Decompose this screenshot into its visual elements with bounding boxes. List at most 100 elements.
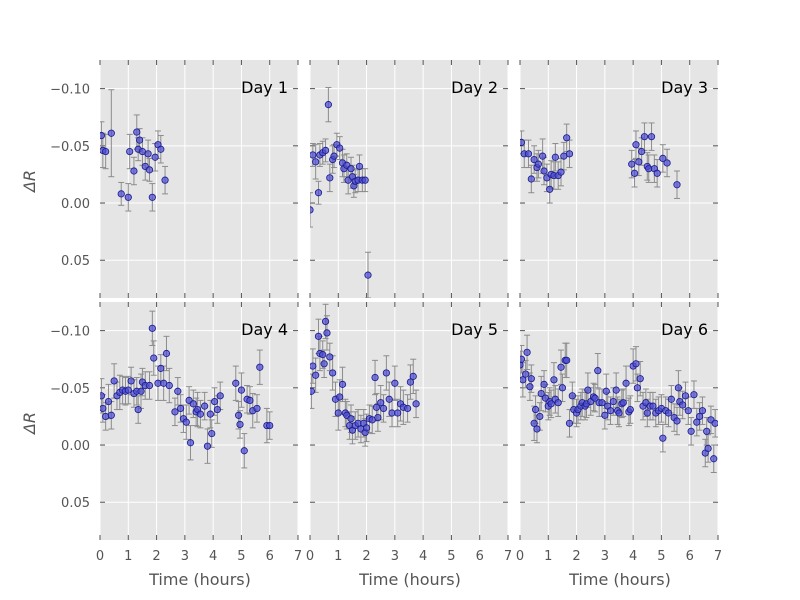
data-point — [584, 386, 592, 394]
data-point — [377, 399, 385, 407]
x-axis-label-col2: Time (hours) — [358, 570, 461, 589]
panel-background — [310, 60, 508, 298]
data-point — [110, 377, 118, 385]
data-point — [323, 329, 331, 337]
data-point — [385, 395, 393, 403]
x-tick-label: 5 — [657, 549, 665, 564]
data-point — [165, 381, 173, 390]
x-tick-label: 5 — [447, 549, 455, 564]
data-point — [703, 427, 711, 435]
data-point — [412, 400, 420, 408]
data-point — [124, 193, 132, 201]
data-point — [674, 384, 683, 392]
data-series — [100, 89, 169, 212]
data-point — [150, 354, 158, 362]
data-point — [626, 405, 634, 414]
y-tick-label: 0.05 — [61, 254, 90, 269]
data-point — [336, 393, 344, 401]
data-point — [320, 360, 328, 368]
data-point — [371, 373, 379, 382]
data-point — [632, 360, 640, 368]
data-point — [536, 412, 544, 421]
data-point — [557, 363, 565, 371]
data-point — [643, 409, 651, 417]
x-tick-label: 2 — [572, 549, 580, 564]
data-point — [534, 160, 542, 168]
data-point — [710, 455, 718, 463]
data-point — [145, 166, 154, 174]
data-point — [409, 372, 417, 380]
data-point — [527, 175, 535, 183]
data-point — [213, 405, 221, 414]
data-point — [563, 356, 571, 364]
data-point — [171, 408, 179, 416]
data-point — [679, 401, 687, 409]
data-point — [684, 407, 692, 415]
data-point — [391, 379, 399, 387]
x-tick-label: 6 — [686, 549, 694, 564]
data-point — [364, 271, 372, 279]
panel-day-3: Day 3 — [519, 60, 719, 298]
data-point — [537, 389, 545, 398]
panel-day-6: 0 1 2 3 4 5 6 7 Day 6 — [516, 302, 722, 564]
data-point — [563, 134, 571, 142]
data-point — [711, 419, 718, 427]
x-tick-label: 0 — [306, 549, 314, 564]
data-point — [550, 376, 558, 384]
x-tick-label: 7 — [504, 549, 512, 564]
x-tick-label: 5 — [237, 549, 245, 564]
data-point — [100, 404, 107, 413]
data-point — [133, 128, 141, 136]
x-axis-label-col1: Time (hours) — [148, 570, 251, 589]
panel-title: Day 5 — [451, 320, 498, 339]
data-point — [232, 379, 240, 387]
data-point — [635, 158, 643, 166]
x-tick-label: 4 — [629, 549, 637, 564]
data-point — [690, 391, 698, 399]
data-point — [347, 165, 355, 173]
data-point — [334, 409, 342, 417]
data-point — [558, 384, 567, 392]
data-point — [698, 407, 707, 415]
data-series — [520, 334, 718, 473]
data-point — [137, 387, 145, 395]
data-series — [310, 303, 420, 447]
y-axis-label-bottom: ΔR — [20, 412, 39, 436]
data-point — [568, 392, 576, 400]
panel-title: Day 1 — [241, 78, 288, 97]
data-point — [372, 403, 381, 411]
data-point — [633, 384, 641, 392]
data-point — [640, 133, 649, 141]
data-point — [126, 147, 134, 156]
y-tick-label: 0.00 — [61, 439, 90, 454]
data-point — [336, 144, 344, 152]
data-point — [324, 101, 332, 109]
data-point — [606, 407, 615, 415]
data-point — [326, 174, 334, 182]
data-point — [630, 169, 639, 177]
y-tick-label: 0.00 — [61, 197, 90, 212]
x-tick-label: 6 — [266, 549, 274, 564]
data-point — [330, 152, 338, 160]
data-point — [326, 353, 334, 361]
data-point — [201, 402, 209, 410]
panel-title: Day 3 — [661, 78, 708, 97]
panel-title: Day 6 — [661, 320, 708, 339]
data-point — [673, 181, 681, 189]
data-point — [663, 159, 671, 167]
data-point — [394, 409, 402, 417]
data-point — [151, 153, 159, 161]
panel-day-1: −0.10 −0.05 0.00 0.05 Day 1 — [50, 60, 299, 298]
data-point — [601, 411, 609, 419]
data-point — [134, 405, 142, 414]
data-point — [546, 185, 554, 193]
data-point — [157, 145, 165, 153]
data-point — [527, 375, 535, 383]
data-point — [206, 410, 214, 418]
y-tick-label: 0.05 — [61, 496, 90, 511]
error-bar — [310, 192, 313, 228]
data-point — [687, 427, 695, 435]
data-point — [664, 409, 673, 417]
data-point — [145, 381, 154, 390]
data-point — [403, 404, 412, 413]
